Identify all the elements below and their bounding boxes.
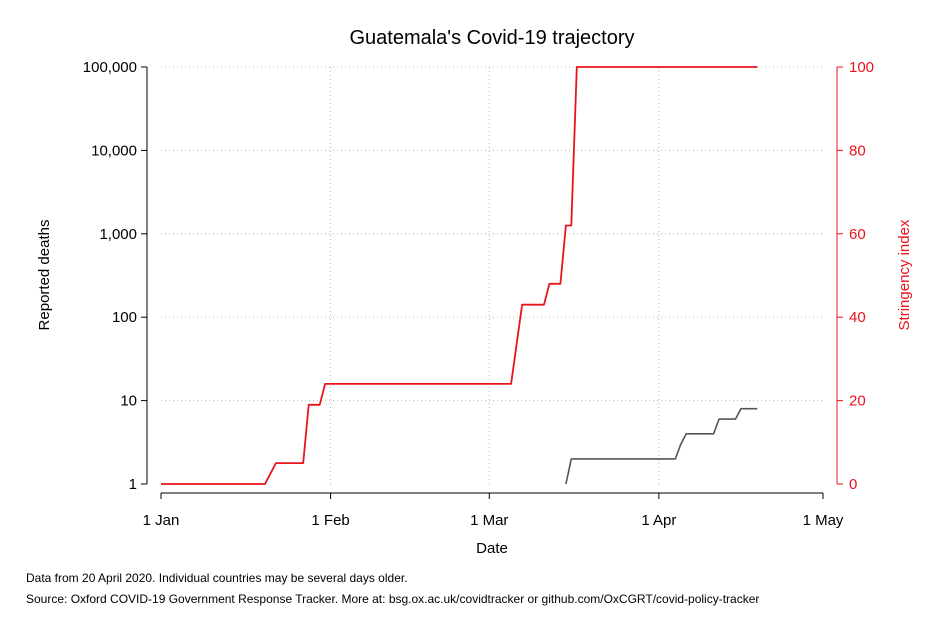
footnote-data-date: Data from 20 April 2020. Individual coun…	[26, 571, 408, 585]
y-right-tick-label: 80	[849, 142, 866, 159]
series-lines	[161, 66, 758, 485]
y-right-tick-label: 0	[849, 476, 857, 493]
y-left-tick-label: 10	[120, 393, 137, 410]
y-right-tick-label: 60	[849, 226, 866, 243]
x-tick-label: 1 Feb	[311, 512, 349, 529]
stringency-line	[161, 66, 758, 485]
x-tick-label: 1 May	[803, 512, 844, 529]
y-right-tick-label: 100	[849, 59, 874, 76]
footnote-source: Source: Oxford COVID-19 Government Respo…	[26, 592, 759, 606]
y-right-tick-label: 20	[849, 393, 866, 410]
gridlines	[161, 66, 823, 484]
y-left-tick-label: 100	[112, 309, 137, 326]
y-left-tick-label: 1	[129, 476, 137, 493]
y-right-axis-label: Stringency index	[896, 219, 913, 330]
chart-title: Guatemala's Covid-19 trajectory	[349, 27, 634, 49]
y-left-tick-label: 100,000	[83, 59, 137, 76]
x-axis-label: Date	[476, 540, 508, 557]
x-tick-label: 1 Jan	[143, 512, 180, 529]
x-tick-label: 1 Apr	[641, 512, 676, 529]
y-left-axis-label: Reported deaths	[36, 220, 53, 331]
y-right-tick-label: 40	[849, 309, 866, 326]
axis-ticks: 1 10 100 1,000 10,000 100,000 0 20 40 60 80 100 1 Ja…	[83, 59, 874, 529]
y-left-tick-label: 10,000	[91, 142, 137, 159]
y-left-tick-label: 1,000	[99, 226, 137, 243]
x-tick-label: 1 Mar	[470, 512, 508, 529]
deaths-line	[565, 407, 758, 485]
